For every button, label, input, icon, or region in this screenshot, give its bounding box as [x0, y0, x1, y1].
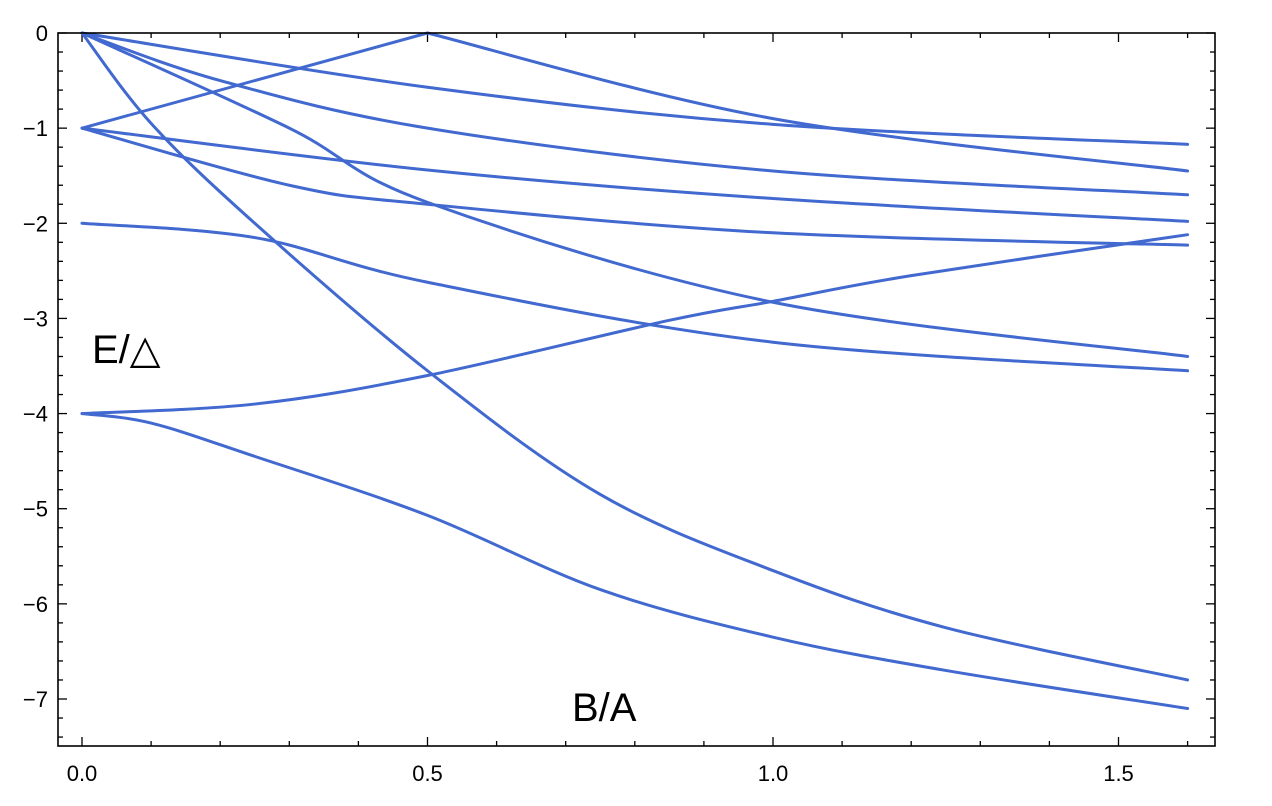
series-line-7: [80, 31, 1190, 682]
series-line-3: [80, 31, 1190, 197]
y-tick-label: −2: [23, 211, 48, 236]
series-line-10: [80, 412, 1190, 711]
y-tick-label: −3: [23, 306, 48, 331]
y-tick-label: 0: [36, 21, 48, 46]
series-line-8: [80, 221, 1190, 373]
y-tick-label: −1: [23, 116, 48, 141]
series-line-6: [80, 126, 1190, 247]
x-tick-label: 0.0: [67, 761, 98, 786]
plot-frame: [57, 32, 1216, 747]
x-axis-label: B/A: [572, 686, 637, 730]
series-line-9: [80, 233, 1190, 416]
series-line-5: [80, 31, 1190, 358]
y-axis-label: E/△: [92, 328, 161, 372]
series-layer: [80, 31, 1190, 711]
x-tick-label: 1.0: [758, 761, 789, 786]
ticks-layer: [58, 32, 1215, 746]
y-tick-label: −4: [23, 402, 48, 427]
series-line-2: [80, 31, 1190, 173]
x-tick-label: 0.5: [412, 761, 443, 786]
x-tick-label: 1.5: [1103, 761, 1134, 786]
series-line-1: [80, 31, 1190, 146]
series-line-4: [80, 126, 1190, 223]
labels-layer: 0.0 0.5 1.0 1.5 0 −1 −2 −3 −4 −5 −6 −7: [23, 21, 1134, 786]
y-tick-label: −6: [23, 592, 48, 617]
y-tick-label: −5: [23, 497, 48, 522]
y-tick-label: −7: [23, 687, 48, 712]
